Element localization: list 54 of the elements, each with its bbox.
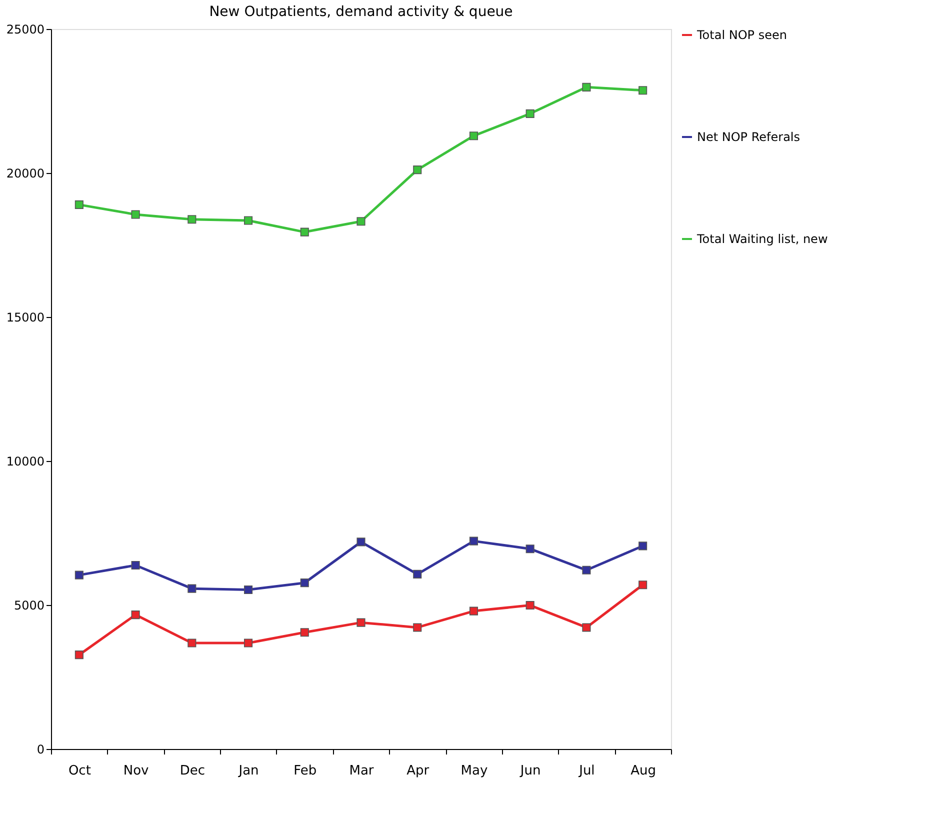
point — [356, 618, 366, 627]
x-tick-label: Jan — [238, 764, 259, 778]
point — [526, 544, 534, 554]
x-tick-label: Feb — [294, 764, 317, 778]
x-tick-label: Nov — [123, 764, 150, 778]
x-tick-label: Jul — [578, 764, 595, 778]
y-tick-label: 5000 — [14, 598, 44, 612]
point — [188, 215, 196, 224]
point — [638, 86, 648, 95]
y-tick-label: 0 — [36, 742, 44, 756]
point — [244, 638, 253, 648]
x-tick-label: Aug — [630, 764, 656, 778]
point — [469, 132, 478, 140]
point — [244, 585, 253, 594]
x-tick-label: Dec — [180, 764, 205, 778]
legend-label: Total Waiting list, new — [696, 232, 828, 246]
x-tick-label: Apr — [406, 764, 430, 778]
point — [413, 166, 422, 174]
point — [582, 623, 591, 632]
point — [74, 570, 84, 580]
y-tick-label: 15000 — [6, 310, 44, 324]
x-tick-label: May — [460, 764, 488, 778]
point — [356, 538, 366, 546]
point — [131, 560, 140, 570]
chart-title: New Outpatients, demand activity & queue — [209, 4, 513, 20]
point — [638, 580, 648, 590]
point — [74, 650, 84, 660]
point — [300, 578, 309, 588]
point — [188, 638, 196, 648]
point — [638, 542, 648, 550]
point — [300, 228, 309, 236]
point — [300, 628, 309, 637]
y-tick-label: 20000 — [6, 166, 44, 180]
point — [131, 210, 140, 219]
point — [469, 536, 478, 546]
legend-label: Total NOP seen — [696, 28, 787, 42]
x-tick-label: Mar — [349, 764, 374, 778]
point — [131, 610, 140, 620]
point — [356, 217, 366, 226]
point — [188, 584, 196, 593]
point — [244, 216, 253, 225]
point — [526, 601, 534, 610]
y-tick-label: 10000 — [6, 454, 44, 468]
point — [582, 82, 591, 92]
point — [469, 606, 478, 616]
point — [413, 570, 422, 578]
point — [413, 623, 422, 632]
x-tick-label: Oct — [68, 764, 91, 778]
y-tick-label: 25000 — [6, 22, 44, 36]
x-tick-label: Jun — [519, 764, 541, 778]
point — [526, 109, 534, 118]
point — [74, 200, 84, 209]
legend-label: Net NOP Referals — [697, 130, 800, 144]
point — [582, 566, 591, 574]
